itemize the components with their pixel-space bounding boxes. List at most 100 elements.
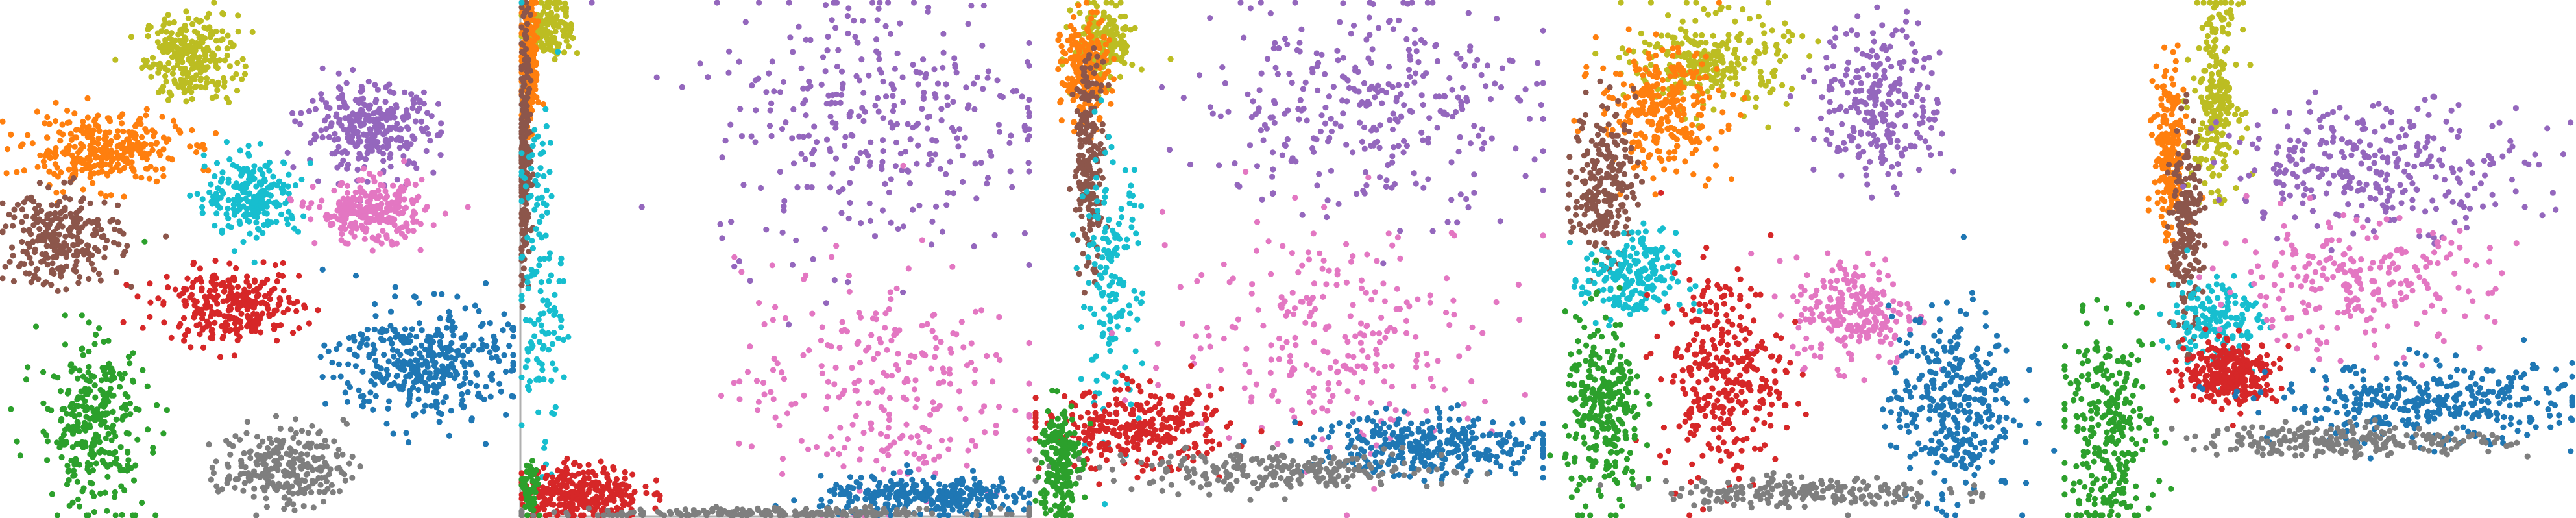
data-point [425, 352, 431, 359]
data-point [874, 17, 881, 23]
data-point [209, 95, 215, 101]
data-point [551, 329, 557, 336]
data-point [472, 302, 479, 309]
data-point [396, 386, 404, 393]
data-point [964, 511, 971, 517]
data-point [238, 463, 245, 469]
data-point [356, 151, 363, 157]
data-point [101, 367, 107, 375]
data-point [849, 365, 855, 371]
data-point [319, 65, 326, 71]
data-point [779, 126, 786, 132]
data-point [524, 346, 531, 352]
data-point [369, 247, 376, 254]
data-point [742, 19, 749, 25]
data-point [882, 23, 889, 30]
data-point [160, 134, 167, 141]
data-point [210, 331, 216, 338]
data-point [407, 371, 413, 378]
data-point [546, 15, 553, 21]
data-point [130, 350, 136, 356]
data-point [204, 80, 210, 86]
data-point [396, 188, 402, 195]
data-point [449, 319, 456, 325]
data-point [53, 190, 60, 196]
data-point [789, 135, 796, 142]
data-point [550, 360, 556, 367]
data-point [54, 241, 60, 248]
data-point [219, 335, 226, 342]
data-point [527, 12, 534, 18]
data-point [350, 194, 357, 201]
data-point [534, 172, 541, 179]
data-point [837, 99, 844, 106]
data-point [372, 393, 379, 399]
data-point [19, 238, 25, 245]
data-point [905, 168, 912, 175]
data-point [169, 156, 175, 163]
data-point [897, 480, 904, 487]
data-point [910, 206, 916, 213]
data-point [304, 471, 311, 477]
data-point [208, 476, 214, 483]
data-point [331, 188, 337, 194]
data-point [521, 10, 528, 16]
data-point [752, 139, 759, 145]
data-point [737, 106, 744, 112]
data-point [988, 510, 994, 517]
data-point [638, 204, 645, 210]
data-point [100, 391, 106, 398]
data-point [335, 84, 343, 91]
data-point [219, 36, 226, 43]
data-point [104, 473, 111, 480]
data-point [487, 373, 494, 380]
data-point [897, 469, 903, 475]
data-point [865, 487, 871, 494]
data-point [398, 135, 404, 142]
data-point [371, 301, 378, 308]
data-point [229, 75, 236, 82]
data-point [47, 154, 53, 162]
data-point [249, 29, 256, 36]
data-point [376, 106, 383, 112]
data-point [108, 192, 114, 199]
data-point [84, 391, 91, 397]
data-point [396, 144, 403, 151]
data-point [408, 91, 415, 97]
data-point [868, 420, 874, 426]
data-point [202, 53, 209, 59]
data-point [383, 367, 390, 373]
data-point [86, 275, 92, 282]
data-point [371, 217, 378, 223]
data-point [145, 151, 152, 157]
data-point [541, 464, 547, 471]
data-point [378, 122, 385, 129]
data-point [367, 389, 374, 396]
data-point [181, 338, 188, 344]
data-point [922, 426, 929, 432]
data-point [382, 188, 389, 195]
data-point [839, 85, 845, 92]
data-point [274, 487, 280, 493]
data-point [440, 399, 446, 406]
data-point [262, 162, 269, 169]
data-point [156, 149, 163, 155]
data-point [770, 396, 777, 402]
data-point [178, 77, 184, 83]
data-point [202, 84, 209, 91]
data-point [69, 444, 76, 450]
data-point [417, 247, 424, 253]
data-point [241, 71, 249, 77]
data-point [42, 251, 49, 257]
data-point [63, 440, 69, 447]
data-point [70, 241, 77, 249]
data-point [309, 423, 315, 429]
data-point [276, 271, 282, 278]
data-point [622, 475, 628, 482]
data-point [247, 230, 253, 237]
data-point [411, 100, 417, 106]
data-point [889, 125, 895, 131]
data-point [399, 224, 406, 230]
